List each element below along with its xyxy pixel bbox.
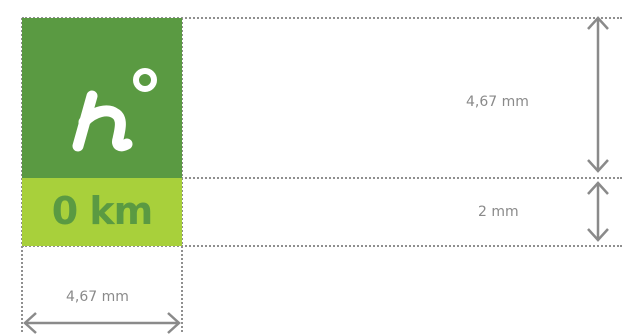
guide-line-right xyxy=(181,18,183,332)
guide-line-bottom xyxy=(22,245,622,247)
logo-top-block xyxy=(22,18,182,178)
logo-bottom-block: 0 km xyxy=(22,178,182,246)
h-degree-logo-icon xyxy=(72,68,157,152)
width-arrow-icon xyxy=(23,312,181,334)
guide-line-middle xyxy=(22,177,622,179)
height-bottom-label: 2 mm xyxy=(478,204,519,220)
height-top-arrow-icon xyxy=(587,16,609,173)
height-top-label: 4,67 mm xyxy=(466,94,529,110)
guide-line-top xyxy=(22,17,622,19)
height-bottom-arrow-icon xyxy=(587,181,609,242)
logo-brand-text: 0 km xyxy=(51,189,154,233)
width-label: 4,67 mm xyxy=(66,289,129,305)
